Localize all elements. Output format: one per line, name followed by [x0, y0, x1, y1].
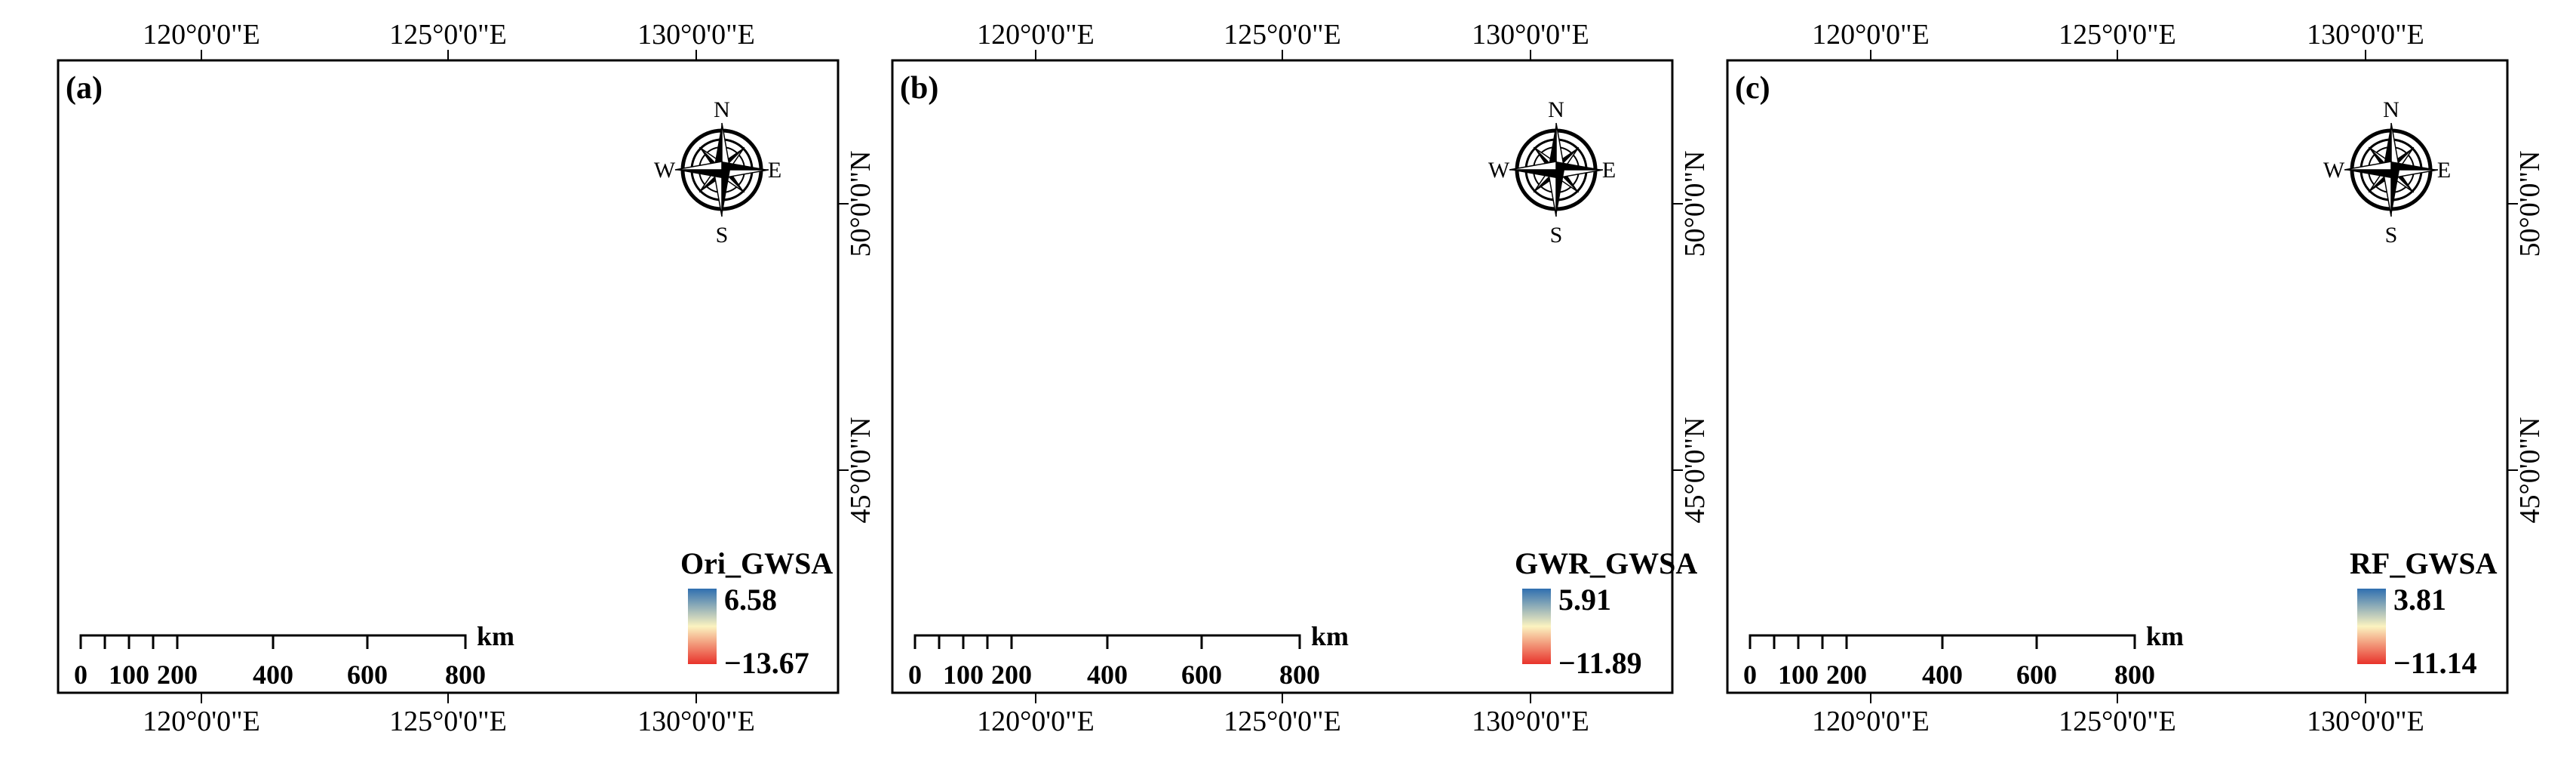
compass-rose-icon	[674, 122, 769, 217]
top-tick-label: 120°0'0"E	[977, 19, 1095, 51]
legend-max: 6.58	[724, 583, 777, 617]
scale-tick-label: 600	[347, 660, 388, 690]
top-tick-label: 120°0'0"E	[143, 19, 260, 51]
legend-min: −11.14	[2393, 646, 2477, 680]
right-tick-label: 50°0'0"N	[845, 151, 877, 257]
top-tick-label: 120°0'0"E	[1812, 19, 1930, 51]
compass-e: E	[2437, 158, 2451, 183]
scale-bar: 0 100 200 400 600 800 km	[908, 621, 1349, 690]
right-tick-label: 45°0'0"N	[845, 417, 877, 524]
panel-label: (c)	[1735, 71, 1770, 106]
legend-color-ramp	[688, 589, 717, 664]
compass-s: S	[2385, 223, 2398, 248]
compass-e: E	[768, 158, 781, 183]
bottom-tick-label: 120°0'0"E	[1812, 706, 1930, 737]
bottom-tick-label: 125°0'0"E	[1224, 706, 1341, 737]
legend-color-ramp	[2357, 589, 2386, 664]
legend-max: 5.91	[1558, 583, 1611, 617]
scale-unit: km	[1311, 621, 1349, 651]
scale-tick-label: 200	[157, 660, 198, 690]
legend-max: 3.81	[2393, 583, 2446, 617]
bottom-tick-label: 130°0'0"E	[637, 706, 755, 737]
compass-n: N	[714, 97, 730, 122]
scale-unit: km	[2146, 621, 2184, 651]
compass-rose-icon	[1509, 122, 1604, 217]
scale-tick-label: 200	[1826, 660, 1867, 690]
bottom-tick-label: 120°0'0"E	[977, 706, 1095, 737]
scale-tick-label: 100	[109, 660, 149, 690]
right-tick-label: 50°0'0"N	[1679, 151, 1711, 257]
top-tick-label: 125°0'0"E	[1224, 19, 1341, 51]
right-tick-label: 45°0'0"N	[2514, 417, 2546, 524]
scale-tick-label: 400	[1087, 660, 1128, 690]
right-tick-label: 50°0'0"N	[2514, 151, 2546, 257]
scale-tick-label: 200	[991, 660, 1032, 690]
legend-min: −11.89	[1558, 646, 1642, 680]
bottom-tick-label: 120°0'0"E	[143, 706, 260, 737]
scale-bar: 0 100 200 400 600 800 km	[74, 621, 514, 690]
scale-tick-label: 600	[1181, 660, 1222, 690]
scale-bar: 0 100 200 400 600 800 km	[1743, 621, 2184, 690]
legend-title: GWR_GWSA	[1515, 546, 1697, 580]
top-tick-label: 130°0'0"E	[2307, 19, 2424, 51]
bottom-tick-label: 125°0'0"E	[2059, 706, 2176, 737]
compass-n: N	[1548, 97, 1564, 122]
map-panel-b: (b) 120°0'0"E 120°0'0"E 125°0'0"E 125°0'0"E 1…	[891, 19, 1711, 737]
compass-rose-icon	[2344, 122, 2439, 217]
legend-title: RF_GWSA	[2350, 546, 2498, 580]
top-tick-label: 125°0'0"E	[389, 19, 507, 51]
scale-tick-label: 0	[1743, 660, 1757, 690]
map-panel-a: (a) 120°0'0"E 120°0'0"E 125°0'0"E 125°0'0"E 1…	[57, 19, 877, 737]
compass-s: S	[716, 223, 729, 248]
bottom-tick-label: 130°0'0"E	[2307, 706, 2424, 737]
legend-min: −13.67	[724, 646, 809, 680]
scale-tick-label: 800	[445, 660, 486, 690]
map-panel-c: (c) 120°0'0"E 120°0'0"E 125°0'0"E 125°0'0"E 1…	[1726, 19, 2546, 737]
panel-label: (b)	[900, 71, 938, 106]
panel-label: (a)	[66, 71, 103, 106]
compass-w: W	[654, 158, 676, 183]
scale-tick-label: 800	[2114, 660, 2155, 690]
compass-n: N	[2383, 97, 2399, 122]
scale-tick-label: 800	[1279, 660, 1320, 690]
legend-color-ramp	[1522, 589, 1551, 664]
compass-w: W	[1488, 158, 1510, 183]
top-tick-label: 125°0'0"E	[2059, 19, 2176, 51]
top-tick-label: 130°0'0"E	[637, 19, 755, 51]
scale-tick-label: 0	[908, 660, 922, 690]
scale-tick-label: 100	[1778, 660, 1819, 690]
scale-tick-label: 400	[1922, 660, 1963, 690]
scale-tick-label: 0	[74, 660, 88, 690]
legend-title: Ori_GWSA	[680, 546, 833, 580]
top-tick-label: 130°0'0"E	[1472, 19, 1589, 51]
bottom-tick-label: 130°0'0"E	[1472, 706, 1589, 737]
scale-tick-label: 600	[2016, 660, 2057, 690]
compass-e: E	[1602, 158, 1616, 183]
bottom-tick-label: 125°0'0"E	[389, 706, 507, 737]
scale-unit: km	[477, 621, 514, 651]
compass-w: W	[2323, 158, 2345, 183]
scale-tick-label: 100	[943, 660, 984, 690]
compass-s: S	[1550, 223, 1563, 248]
scale-tick-label: 400	[253, 660, 293, 690]
right-tick-label: 45°0'0"N	[1679, 417, 1711, 524]
